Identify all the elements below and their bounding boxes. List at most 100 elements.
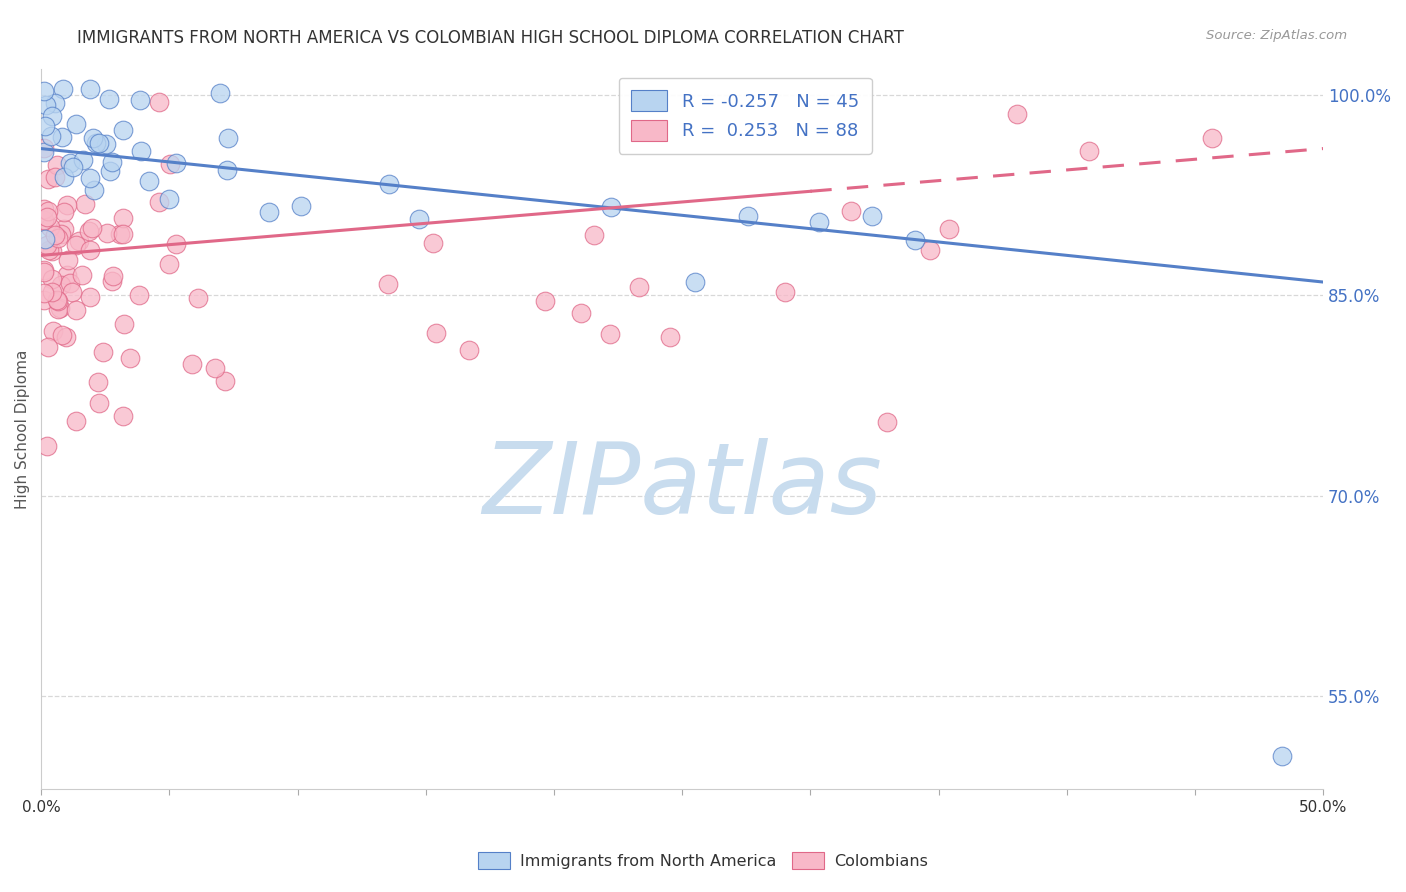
Point [53,205,76,219]
Point [41,285,63,300]
Point [41,109,63,123]
Point [1077,144,1099,158]
Point [52,169,75,184]
Point [77,224,100,238]
Point [920,243,942,257]
Point [129,93,152,107]
Point [773,285,796,299]
Point [93,345,115,359]
Point [215,163,238,178]
Point [457,343,479,357]
Point [65,302,87,317]
Legend: R = -0.257   N = 45, R =  0.253   N = 88: R = -0.257 N = 45, R = 0.253 N = 88 [619,78,872,153]
Point [79,244,101,258]
Point [32,202,55,216]
Point [51,130,73,145]
Point [425,326,447,340]
Point [56,252,79,267]
Point [82,131,104,145]
Point [39,128,62,143]
Point [41,272,63,286]
Point [32,265,55,279]
Point [65,117,87,131]
Point [138,174,160,188]
Point [38,243,60,257]
Point [87,375,110,389]
Point [41,324,63,338]
Point [422,235,444,250]
Point [51,327,73,342]
Y-axis label: High School Diploma: High School Diploma [15,349,30,508]
Point [55,268,77,282]
Point [807,215,830,229]
Point [737,210,759,224]
Point [56,198,79,212]
Point [157,257,180,271]
Point [1271,748,1294,763]
Point [408,211,430,226]
Point [157,192,180,206]
Point [51,227,73,242]
Point [34,119,56,133]
Point [79,290,101,304]
Point [35,238,58,252]
Point [100,274,122,288]
Point [148,195,170,210]
Point [108,227,131,241]
Point [111,211,134,225]
Point [34,84,56,98]
Point [84,136,107,150]
Point [904,233,927,247]
Point [32,285,55,300]
Text: ZIPatlas: ZIPatlas [482,438,882,535]
Point [103,268,125,283]
Point [32,263,55,277]
Text: Source: ZipAtlas.com: Source: ZipAtlas.com [1206,29,1347,42]
Point [35,210,58,224]
Point [181,357,204,371]
Point [159,157,181,171]
Point [49,278,72,293]
Point [44,96,66,111]
Point [79,81,101,95]
Point [112,318,135,332]
Point [60,285,83,299]
Text: IMMIGRANTS FROM NORTH AMERICA VS COLOMBIAN HIGH SCHOOL DIPLOMA CORRELATION CHART: IMMIGRANTS FROM NORTH AMERICA VS COLOMBI… [77,29,904,46]
Point [45,158,67,172]
Point [187,291,209,305]
Point [67,234,90,248]
Point [41,244,63,259]
Point [209,86,232,100]
Point [37,172,59,186]
Point [53,222,76,236]
Point [683,275,706,289]
Point [34,232,56,246]
Point [259,205,281,219]
Point [58,156,80,170]
Point [70,268,93,283]
Point [599,327,621,342]
Point [83,183,105,197]
Point [862,209,884,223]
Point [65,414,87,428]
Point [46,231,69,245]
Point [100,155,122,169]
Point [120,351,142,365]
Point [112,409,135,424]
Point [582,228,605,243]
Point [165,156,187,170]
Point [34,97,56,112]
Point [48,293,70,308]
Point [62,160,84,174]
Point [1005,106,1028,120]
Point [534,294,557,309]
Point [37,340,59,354]
Point [32,145,55,159]
Point [1201,131,1223,145]
Point [37,439,59,453]
Point [628,280,651,294]
Point [44,228,66,243]
Point [148,95,170,110]
Point [65,237,87,252]
Point [59,276,82,290]
